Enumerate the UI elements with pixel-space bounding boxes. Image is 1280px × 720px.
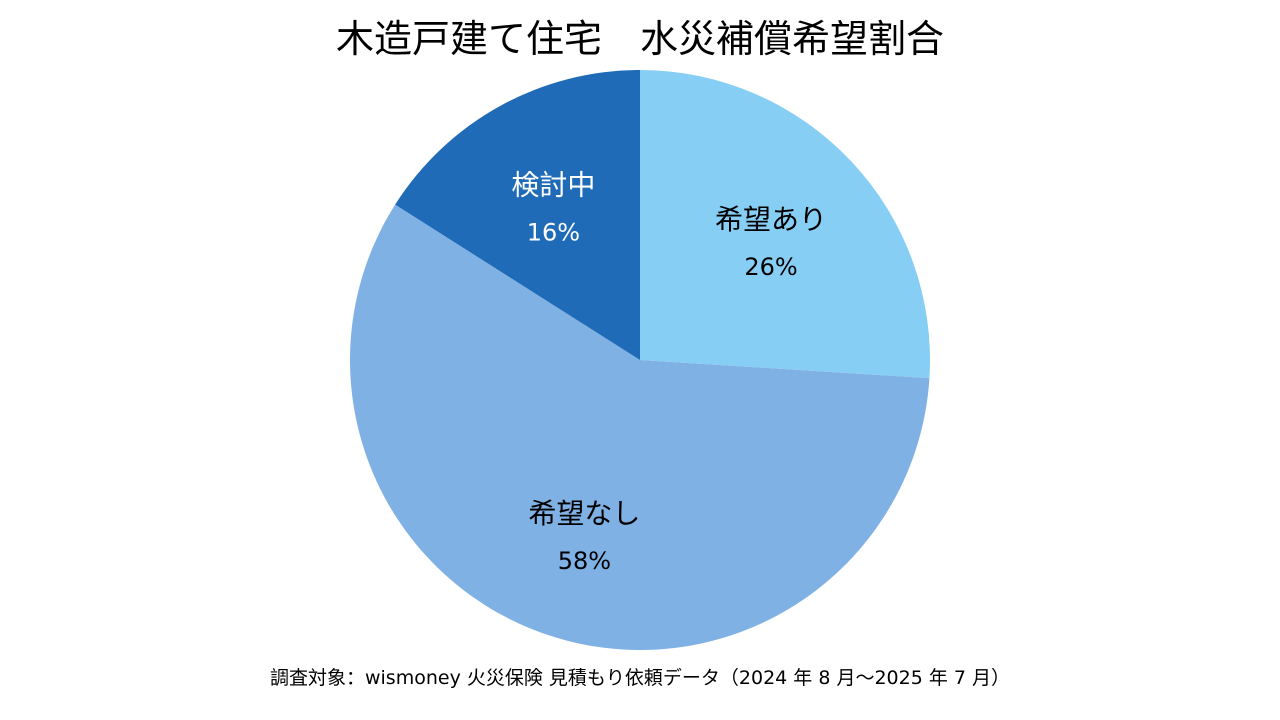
pie-slice-1 bbox=[640, 70, 930, 379]
chart-title: 木造戸建て住宅 水災補償希望割合 bbox=[335, 17, 944, 61]
slice-label-name: 希望あり bbox=[715, 203, 827, 236]
slice-label-name: 希望なし bbox=[528, 497, 640, 530]
pie-labels: 希望あり 26% 希望なし 58% 検討中 16% bbox=[511, 168, 827, 575]
slice-label-value: 26% bbox=[744, 253, 797, 281]
pie-slices bbox=[349, 70, 930, 651]
pie-slice-2 bbox=[349, 204, 930, 651]
pie-slice-3 bbox=[395, 70, 640, 360]
source-note: 調査対象：wismoney 火災保険 見積もり依頼データ（2024 年 8 月～… bbox=[269, 667, 1011, 689]
slice-label-value: 58% bbox=[558, 547, 611, 575]
slice-label-name: 検討中 bbox=[511, 168, 595, 201]
slice-label-value: 16% bbox=[527, 218, 580, 246]
